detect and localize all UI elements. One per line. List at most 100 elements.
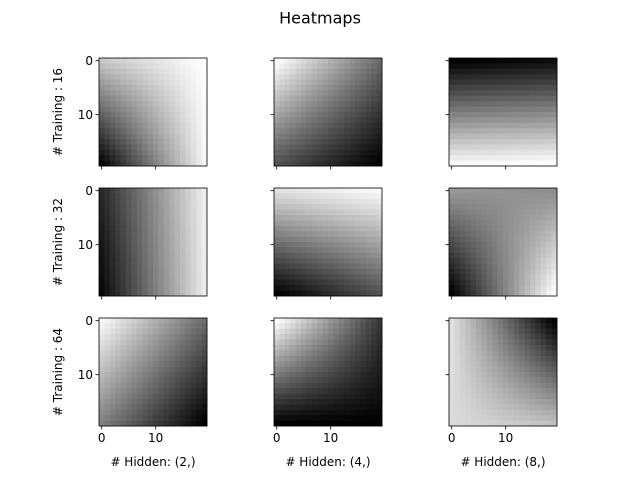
heatmap-cell bbox=[449, 68, 455, 75]
heatmap-cell bbox=[311, 285, 318, 291]
heatmap-cell bbox=[338, 215, 345, 221]
heatmap-cell bbox=[190, 139, 197, 145]
heatmap-cell bbox=[274, 258, 280, 264]
heatmap-cell bbox=[99, 279, 105, 286]
heatmap-cell bbox=[508, 382, 515, 389]
heatmap-cell bbox=[540, 225, 547, 232]
heatmap-cell bbox=[459, 220, 466, 227]
heatmap-cell bbox=[535, 399, 542, 405]
heatmap-cell bbox=[99, 225, 105, 232]
heatmap-cell bbox=[371, 58, 377, 64]
heatmap-cell bbox=[449, 290, 455, 297]
heatmap-cell bbox=[131, 155, 138, 161]
heatmap-cell bbox=[503, 198, 509, 205]
heatmap-cell bbox=[201, 106, 208, 113]
heatmap-cell bbox=[449, 350, 455, 357]
heatmap-panel-r2-c1: 0 10 bbox=[270, 317, 383, 445]
heatmap-cell bbox=[355, 85, 361, 91]
heatmap-cell bbox=[546, 133, 552, 140]
heatmap-panel-r1-c1 bbox=[270, 187, 383, 300]
heatmap-cell bbox=[338, 328, 345, 335]
heatmap-cell bbox=[519, 269, 525, 275]
heatmap-cell bbox=[99, 258, 105, 264]
heatmap-cell bbox=[492, 133, 498, 140]
heatmap-cell bbox=[459, 204, 466, 210]
heatmap-cell bbox=[360, 122, 367, 129]
heatmap-cell bbox=[454, 247, 461, 254]
heatmap-cell bbox=[190, 366, 197, 373]
heatmap-cell bbox=[503, 323, 509, 330]
heatmap-cell bbox=[196, 128, 202, 134]
heatmap-cell bbox=[519, 285, 525, 291]
heatmap-cell bbox=[328, 420, 334, 427]
heatmap-cell bbox=[158, 149, 165, 156]
heatmap-cell bbox=[360, 215, 367, 221]
heatmap-cell bbox=[284, 339, 291, 346]
heatmap-cell bbox=[503, 328, 509, 335]
heatmap-cell bbox=[492, 198, 498, 205]
heatmap-cell bbox=[476, 382, 482, 389]
heatmap-cell bbox=[126, 225, 132, 232]
heatmap-cell bbox=[317, 117, 323, 124]
heatmap-cell bbox=[131, 361, 138, 367]
heatmap-cell bbox=[476, 188, 482, 194]
heatmap-cell bbox=[163, 420, 170, 427]
heatmap-cell bbox=[274, 328, 280, 335]
heatmap-cell bbox=[365, 68, 372, 75]
heatmap-cell bbox=[355, 372, 361, 378]
heatmap-cell bbox=[349, 399, 356, 405]
heatmap-cell bbox=[344, 366, 350, 373]
heatmap-cell bbox=[174, 160, 181, 167]
heatmap-cell bbox=[530, 220, 536, 227]
heatmap-cell bbox=[153, 144, 159, 151]
heatmap-cell bbox=[104, 204, 111, 210]
heatmap-cell bbox=[546, 225, 552, 232]
heatmap-cell bbox=[486, 58, 493, 64]
heatmap-cell bbox=[290, 58, 296, 64]
heatmap-cell bbox=[174, 58, 181, 64]
heatmap-cell bbox=[317, 252, 323, 259]
heatmap-cell bbox=[470, 399, 477, 405]
heatmap-cell bbox=[180, 160, 186, 167]
heatmap-cell bbox=[104, 128, 111, 134]
heatmap-cell bbox=[274, 318, 280, 324]
heatmap-cell bbox=[355, 355, 361, 362]
heatmap-cell bbox=[301, 382, 307, 389]
heatmap-cell bbox=[355, 193, 361, 200]
heatmap-cell bbox=[497, 155, 504, 161]
heatmap-cell bbox=[190, 252, 197, 259]
heatmap-cell bbox=[201, 377, 208, 384]
heatmap-cell bbox=[163, 225, 170, 232]
heatmap-cell bbox=[360, 377, 367, 384]
heatmap-cell bbox=[136, 220, 143, 227]
heatmap-cell bbox=[274, 90, 280, 97]
heatmap-cell bbox=[158, 204, 165, 210]
heatmap-cell bbox=[344, 318, 350, 324]
heatmap-cell bbox=[519, 85, 525, 91]
heatmap-cell bbox=[476, 258, 482, 264]
heatmap-cell bbox=[333, 366, 340, 373]
heatmap-cell bbox=[459, 231, 466, 237]
heatmap-cell bbox=[142, 117, 148, 124]
heatmap-cell bbox=[476, 399, 482, 405]
heatmap-cell bbox=[306, 355, 313, 362]
heatmap-cell bbox=[360, 155, 367, 161]
heatmap-cell bbox=[459, 377, 466, 384]
heatmap-cell bbox=[190, 269, 197, 275]
heatmap-cell bbox=[376, 350, 383, 357]
heatmap-cell bbox=[360, 258, 367, 264]
heatmap-cell bbox=[540, 122, 547, 129]
heatmap-cell bbox=[115, 209, 121, 216]
heatmap-cell bbox=[142, 420, 148, 427]
heatmap-cell bbox=[371, 290, 377, 297]
heatmap-cell bbox=[551, 339, 558, 346]
heatmap-cell bbox=[503, 339, 509, 346]
heatmap-cell bbox=[535, 328, 542, 335]
heatmap-cell bbox=[104, 90, 111, 97]
y-tick-label: 0 bbox=[85, 184, 93, 198]
heatmap-cell bbox=[301, 345, 307, 351]
heatmap-cell bbox=[540, 420, 547, 427]
heatmap-cell bbox=[142, 204, 148, 210]
heatmap-cell bbox=[322, 382, 329, 389]
heatmap-cell bbox=[508, 247, 515, 254]
